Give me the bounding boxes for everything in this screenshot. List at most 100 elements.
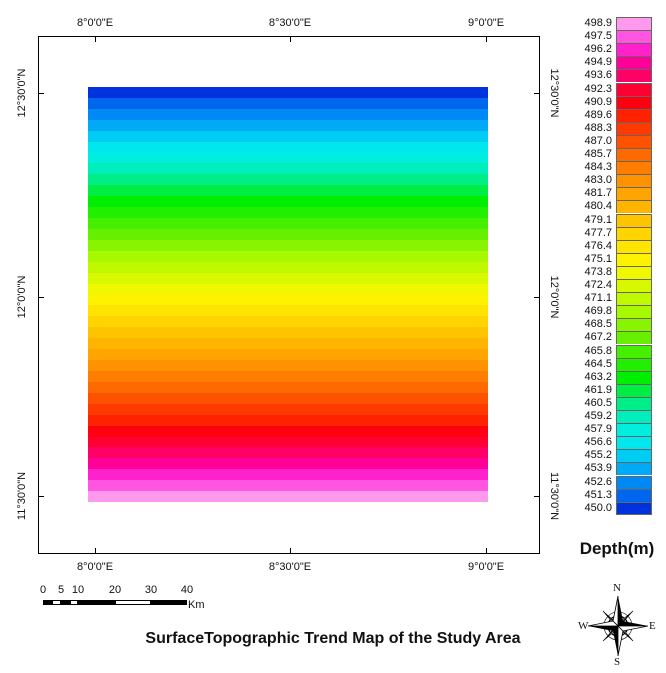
scale-label-5: 5 xyxy=(58,584,64,596)
tick-left-3 xyxy=(38,496,44,497)
legend-row: 489.6 xyxy=(572,109,654,122)
raster-band xyxy=(88,327,488,338)
legend-value: 494.9 xyxy=(572,57,616,68)
legend-value: 487.0 xyxy=(572,136,616,147)
raster-band xyxy=(88,360,488,371)
legend-value: 484.3 xyxy=(572,162,616,173)
legend-row: 468.5 xyxy=(572,318,654,331)
legend-swatch xyxy=(616,43,652,56)
scale-label-0: 0 xyxy=(40,584,46,596)
raster-band xyxy=(88,393,488,404)
legend-value: 461.9 xyxy=(572,385,616,396)
legend-row: 494.9 xyxy=(572,56,654,69)
legend-swatch xyxy=(616,436,652,449)
legend-value: 450.0 xyxy=(572,503,616,514)
raster-band xyxy=(88,295,488,306)
legend-value: 480.4 xyxy=(572,201,616,212)
legend-swatch xyxy=(616,148,652,161)
tick-bottom-1 xyxy=(95,548,96,554)
legend-row: 461.9 xyxy=(572,384,654,397)
raster-band xyxy=(88,316,488,327)
legend-swatch xyxy=(616,161,652,174)
raster-band xyxy=(88,174,488,185)
raster-band xyxy=(88,207,488,218)
scale-segment xyxy=(61,600,70,605)
legend-swatch xyxy=(616,318,652,331)
lat-label-left-1: 12°30'0"N xyxy=(16,69,28,118)
lat-label-left-2: 12°0'0"N xyxy=(16,276,28,319)
scale-segment xyxy=(70,600,78,605)
legend-swatch xyxy=(616,135,652,148)
legend-swatch xyxy=(616,358,652,371)
legend-value: 479.1 xyxy=(572,215,616,226)
tick-bottom-2 xyxy=(290,548,291,554)
legend-row: 484.3 xyxy=(572,161,654,174)
legend-row: 477.7 xyxy=(572,227,654,240)
legend-row: 476.4 xyxy=(572,240,654,253)
legend-value: 460.5 xyxy=(572,398,616,409)
legend-row: 498.9 xyxy=(572,17,654,30)
scale-label-40: 40 xyxy=(181,584,193,596)
tick-left-2 xyxy=(38,297,44,298)
legend-value: 452.6 xyxy=(572,477,616,488)
legend-row: 481.7 xyxy=(572,187,654,200)
compass-north: N xyxy=(613,582,621,594)
legend-swatch xyxy=(616,109,652,122)
legend-value: 468.5 xyxy=(572,319,616,330)
legend-value: 459.2 xyxy=(572,411,616,422)
lon-label-top-3: 9°0'0"E xyxy=(468,17,504,29)
lon-label-bottom-1: 8°0'0"E xyxy=(77,561,113,573)
legend-row: 493.6 xyxy=(572,69,654,82)
raster-band xyxy=(88,437,488,448)
legend-swatch xyxy=(616,279,652,292)
legend-value: 469.8 xyxy=(572,306,616,317)
lon-label-bottom-3: 9°0'0"E xyxy=(468,561,504,573)
legend-value: 490.9 xyxy=(572,97,616,108)
legend-swatch xyxy=(616,462,652,475)
legend-value: 488.3 xyxy=(572,123,616,134)
raster-band xyxy=(88,196,488,207)
legend-value: 489.6 xyxy=(572,110,616,121)
raster-band xyxy=(88,163,488,174)
legend-swatch xyxy=(616,489,652,502)
legend-value: 492.3 xyxy=(572,84,616,95)
tick-right-2 xyxy=(534,297,540,298)
legend-swatch xyxy=(616,476,652,489)
lat-label-right-1: 12°30'0"N xyxy=(548,69,560,118)
scale-segment xyxy=(43,600,52,605)
raster-band xyxy=(88,153,488,164)
scale-unit: Km xyxy=(188,599,205,611)
legend-row: 465.8 xyxy=(572,345,654,358)
legend-swatch xyxy=(616,174,652,187)
raster-band xyxy=(88,426,488,437)
legend-value: 477.7 xyxy=(572,228,616,239)
legend-value: 467.2 xyxy=(572,332,616,343)
lon-label-top-2: 8°30'0"E xyxy=(269,17,311,29)
legend-swatch xyxy=(616,69,652,82)
legend-value: 464.5 xyxy=(572,359,616,370)
legend-row: 480.4 xyxy=(572,200,654,213)
tick-right-1 xyxy=(534,93,540,94)
legend-value: 472.4 xyxy=(572,280,616,291)
legend-row: 456.6 xyxy=(572,436,654,449)
legend-swatch xyxy=(616,17,652,30)
tick-left-1 xyxy=(38,93,44,94)
legend-value: 481.7 xyxy=(572,188,616,199)
raster-band xyxy=(88,109,488,120)
raster-band xyxy=(88,447,488,458)
legend-swatch xyxy=(616,122,652,135)
tick-top-2 xyxy=(290,36,291,42)
legend-swatch xyxy=(616,200,652,213)
legend-swatch xyxy=(616,502,652,515)
scale-segment xyxy=(52,600,61,605)
legend-swatch xyxy=(616,384,652,397)
legend-swatch xyxy=(616,397,652,410)
legend-swatch xyxy=(616,345,652,358)
raster-band xyxy=(88,120,488,131)
legend-row: 453.9 xyxy=(572,462,654,475)
legend-row: 472.4 xyxy=(572,279,654,292)
legend-swatch xyxy=(616,266,652,279)
raster-band xyxy=(88,491,488,502)
legend-row: 496.2 xyxy=(572,43,654,56)
depth-legend: 498.9 497.5 496.2 494.9 493.6 492.3 490.9 489.6… xyxy=(572,17,654,540)
